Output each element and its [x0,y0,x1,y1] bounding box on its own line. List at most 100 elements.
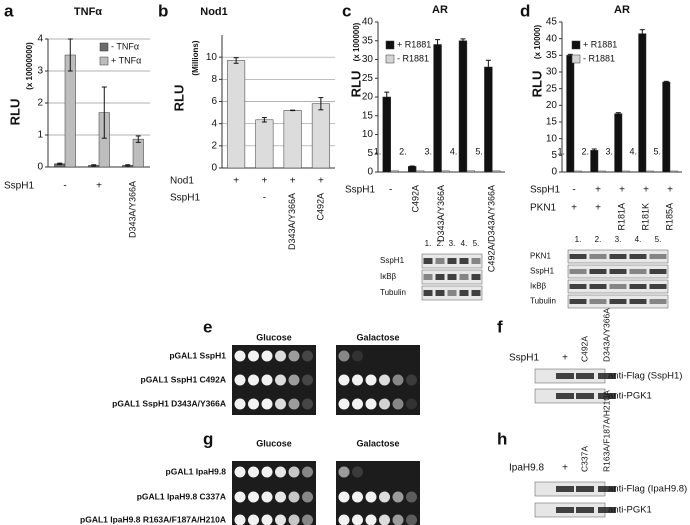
row-name: IpaH9.8 [509,463,544,474]
y-axis-label: RLU [171,85,186,112]
blot-band [569,269,587,274]
bar [390,170,399,173]
chart-title: AR [614,4,630,16]
y-tick-label: 0 [211,163,217,174]
strain-label: pGAL1 IpaH9.8 R163A/F187A/H210A [80,514,226,524]
row-label: - [63,181,66,192]
y-axis-unit: (x 10000) [533,25,542,60]
yeast-spot [338,374,350,386]
y-axis-label: RLU [348,71,363,98]
blot-label: anti-PGK1 [608,391,652,402]
blot-band [556,486,574,492]
y-axis-unit: (x 10000000) [25,42,34,90]
bar [441,170,450,173]
blot-band [556,393,574,399]
blot-band [609,269,627,274]
blot-lane: 2. [595,235,602,244]
blot-band [447,258,457,264]
blot-row-label: PKN1 [530,252,551,261]
y-tick-label: 15 [362,110,374,121]
row-label: - [572,185,575,196]
plate [336,345,420,415]
bar [566,55,575,173]
panel-letter: e [203,317,212,336]
blot-label: anti-Flag (IpaH9.8) [608,484,687,495]
blot-lane: 1. [425,239,432,248]
blot-band [649,284,667,289]
row-label: + [233,176,239,187]
row-name: Nod1 [170,176,194,187]
blot-band [569,299,587,304]
blot-band [471,290,481,296]
strain-label: pGAL1 IpaH9.8 [166,466,227,476]
row-label: R185A [664,203,674,231]
yeast-spot [352,466,363,478]
blot-band [435,290,445,296]
blot-band [649,254,667,259]
blot-band [459,258,469,264]
yeast-spot [302,491,313,503]
yeast-spot [288,466,300,478]
strain-label: pGAL1 SspH1 D343A/Y366A [112,398,226,408]
yeast-spot [379,374,390,386]
blot-row-label: SspH1 [530,267,555,276]
blot-band [609,254,627,259]
lane-number: 2. [582,146,590,156]
legend-label: + R1881 [397,39,431,49]
row-name: SspH1 [345,185,375,196]
lane-number: 5. [475,146,483,156]
column-label: C492A [579,336,589,362]
yeast-spot [365,374,377,386]
y-tick-label: 45 [546,17,558,28]
row-label: R181A [616,203,626,231]
yeast-spot [392,491,404,503]
blot-lane: 5. [655,235,662,244]
yeast-spot [302,398,313,410]
yeast-spot [352,398,363,410]
blot-band [459,274,469,280]
plate [232,461,316,525]
row-label: + [619,185,625,196]
y-tick-label: 25 [546,83,558,94]
blot-band [447,274,457,280]
blot-lane: 3. [449,239,456,248]
blot-band [629,254,647,259]
y-tick-label: 0 [551,167,557,178]
yeast-spot [338,466,350,478]
row-label: D343A/Y366A [436,185,446,242]
y-tick-label: 6 [211,96,217,107]
yeast-spot [338,350,350,362]
yeast-spot [248,374,259,386]
blot-lane: 1. [575,235,582,244]
blot-band [576,486,594,492]
yeast-spot [352,491,363,503]
lane-number: 5. [654,146,662,156]
legend-swatch [99,56,109,66]
y-axis-label: RLU [7,99,22,126]
lane-number: 4. [450,146,458,156]
yeast-spot [302,514,313,525]
blot-band [423,290,433,296]
yeast-spot [248,491,259,503]
y-tick-label: 4 [37,34,43,45]
y-tick-label: 5 [551,150,557,161]
strain-label: pGAL1 IpaH9.8 C337A [137,491,226,501]
bar [382,96,391,173]
y-tick-label: 15 [546,117,558,128]
strain-label: pGAL1 SspH1 C492A [141,374,227,384]
plate-header: Glucose [256,332,292,342]
strain-label: pGAL1 SspH1 [169,350,226,360]
blot-band [589,254,607,259]
blot-band [576,373,594,379]
blot-row-label: Tubulin [530,297,556,306]
row-label: + [595,185,601,196]
yeast-spot [392,398,404,410]
plate-header: Galactose [356,438,399,448]
row-label: + [318,176,324,187]
yeast-spot [406,514,417,525]
yeast-spot [352,514,363,525]
row-label: + [571,203,577,214]
blot-row-label: SspH1 [380,256,405,265]
lane-number: 3. [425,146,433,156]
